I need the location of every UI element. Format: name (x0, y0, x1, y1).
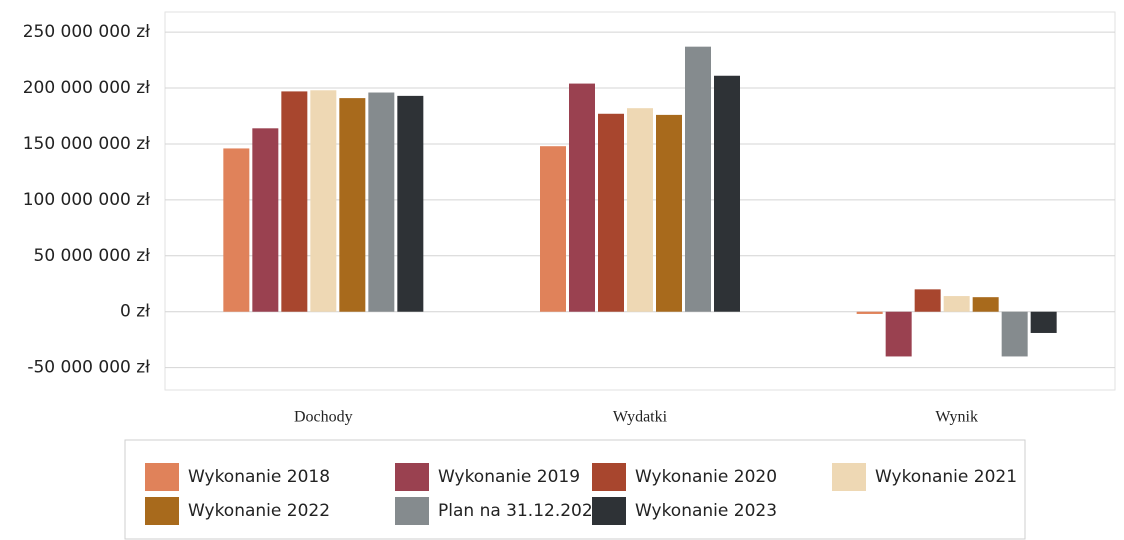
bar (714, 75, 740, 312)
y-tick-label: 50 000 000 zł (34, 246, 151, 266)
legend-label: Wykonanie 2022 (188, 501, 330, 521)
bar (397, 95, 424, 312)
y-tick-label: -50 000 000 zł (27, 358, 150, 378)
plot-area (164, 11, 1116, 391)
legend-swatch (145, 463, 179, 491)
y-tick-label: 0 zł (120, 302, 150, 322)
bar (1001, 311, 1028, 357)
bar (656, 114, 682, 312)
bar (627, 108, 653, 312)
legend-label: Wykonanie 2020 (635, 467, 777, 487)
legend-swatch (395, 497, 429, 525)
bar (914, 289, 941, 312)
bar (281, 91, 308, 312)
bar (368, 92, 395, 312)
bar (540, 146, 566, 312)
legend-swatch (592, 463, 626, 491)
y-tick-label: 250 000 000 zł (23, 22, 150, 42)
y-tick-label: 100 000 000 zł (23, 190, 150, 210)
legend-label: Wykonanie 2018 (188, 467, 330, 487)
bar (223, 148, 250, 312)
bar (598, 113, 624, 312)
bar (252, 128, 279, 312)
legend-label: Wykonanie 2023 (635, 501, 777, 521)
legend-swatch (395, 463, 429, 491)
x-tick-label: Dochody (294, 409, 353, 426)
legend-label: Wykonanie 2019 (438, 467, 580, 487)
bar (569, 83, 595, 312)
y-tick-label: 200 000 000 zł (23, 78, 150, 98)
legend-label: Wykonanie 2021 (875, 467, 1017, 487)
bar (856, 311, 883, 314)
legend-swatch (832, 463, 866, 491)
bar (310, 90, 337, 312)
bar (1030, 311, 1057, 333)
bar (885, 311, 912, 357)
bar (339, 98, 366, 312)
x-tick-label: Wynik (935, 409, 978, 426)
legend-swatch (592, 497, 626, 525)
x-tick-label: Wydatki (613, 409, 668, 426)
bar (972, 297, 999, 312)
legend-label: Plan na 31.12.2023 (438, 501, 604, 521)
bar (685, 46, 711, 312)
legend-swatch (145, 497, 179, 525)
legend-box (124, 439, 1026, 540)
bar (943, 296, 970, 312)
y-tick-label: 150 000 000 zł (23, 134, 150, 154)
